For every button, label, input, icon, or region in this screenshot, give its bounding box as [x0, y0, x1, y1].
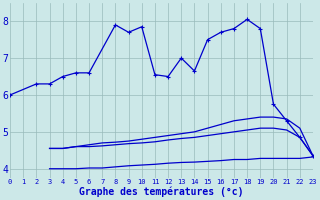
X-axis label: Graphe des températures (°c): Graphe des températures (°c) [79, 187, 244, 197]
